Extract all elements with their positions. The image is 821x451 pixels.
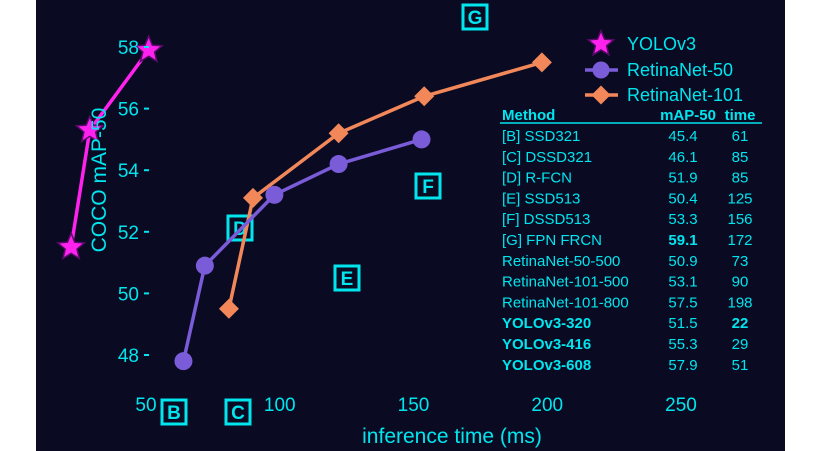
table-cell-time: 51	[732, 357, 749, 374]
table-cell-method: [F] DSSD513	[502, 211, 590, 228]
x-tick-label: 250	[665, 395, 697, 416]
table-cell-map: 51.9	[668, 170, 697, 187]
method-box-letter: E	[341, 269, 354, 290]
method-box-letter: F	[422, 177, 434, 198]
table-cell-map: 57.5	[668, 294, 697, 311]
series-point-retinanet-50	[265, 185, 284, 204]
table-cell-map: 53.1	[668, 274, 697, 291]
table-cell-time: 29	[732, 336, 749, 353]
method-box-letter: B	[167, 403, 181, 424]
method-box-letter: G	[468, 8, 483, 29]
series-point-retinanet-101	[243, 187, 263, 208]
chart-background	[36, 0, 785, 451]
legend-entry-yolov3: YOLOv3	[627, 34, 696, 54]
y-tick-label: 54	[118, 161, 140, 182]
table-cell-time: 85	[732, 149, 749, 166]
x-tick-label: 150	[398, 395, 430, 416]
series-point-retinanet-50	[329, 155, 348, 174]
series-line-retinanet-50	[181, 137, 423, 362]
series-point-yolov3	[55, 231, 87, 261]
x-tick-label: 50	[135, 395, 156, 416]
table-cell-map: 50.9	[668, 253, 697, 270]
table-cell-method: RetinaNet-50-500	[502, 253, 620, 270]
table-cell-map: 51.5	[668, 315, 697, 332]
method-box-g	[461, 3, 489, 31]
table-cell-map: 57.9	[668, 357, 697, 374]
table-header-map-50: mAP-50	[660, 107, 716, 124]
table-header-time: time	[725, 107, 756, 124]
legend-marker-retinanet-101	[591, 85, 611, 105]
table-cell-map: 46.1	[668, 149, 697, 166]
table-cell-map: 53.3	[668, 211, 697, 228]
series-point-yolov3	[133, 34, 164, 64]
x-axis-label: inference time (ms)	[362, 425, 542, 448]
table-cell-method: YOLOv3-608	[502, 357, 591, 374]
series-point-yolov3	[74, 114, 105, 144]
table-cell-map: 45.4	[668, 128, 697, 145]
method-box-c	[224, 398, 252, 426]
table-cell-time: 22	[732, 315, 749, 332]
method-box-b	[160, 398, 188, 426]
table-cell-time: 198	[727, 294, 752, 311]
x-tick-label: 200	[531, 395, 563, 416]
table-cell-time: 73	[732, 253, 749, 270]
y-axis-label: COCO mAP-50	[88, 108, 111, 253]
table-cell-method: [E] SSD513	[502, 190, 580, 207]
series-point-retinanet-101	[218, 298, 239, 319]
table-cell-map: 50.4	[668, 190, 697, 207]
legend-marker-retinanet-50	[592, 61, 610, 79]
x-tick-label: 100	[264, 395, 296, 416]
series-point-retinanet-101	[531, 52, 552, 73]
series-point-retinanet-50	[195, 256, 214, 275]
method-box-d	[226, 214, 254, 242]
table-cell-method: RetinaNet-101-500	[502, 274, 629, 291]
y-tick-label: 52	[118, 223, 139, 244]
y-tick-label: 50	[118, 284, 139, 305]
table-cell-time: 125	[727, 190, 752, 207]
series-point-retinanet-50	[174, 352, 193, 371]
table-cell-method: [B] SSD321	[502, 128, 580, 145]
table-cell-method: RetinaNet-101-800	[502, 294, 629, 311]
y-tick-label: 58	[118, 38, 139, 59]
table-cell-time: 85	[732, 170, 749, 187]
legend-entry-retinanet-101: RetinaNet-101	[627, 85, 743, 105]
series-point-retinanet-50	[412, 130, 431, 149]
table-cell-map: 55.3	[668, 336, 697, 353]
table-cell-method: YOLOv3-320	[502, 315, 591, 332]
y-tick-label: 48	[118, 346, 139, 367]
series-point-retinanet-101	[328, 123, 349, 144]
table-cell-time: 90	[732, 274, 749, 291]
table-cell-map: 59.1	[668, 232, 697, 249]
method-box-letter: C	[231, 403, 245, 424]
table-cell-method: [C] DSSD321	[502, 149, 592, 166]
method-box-f	[414, 172, 442, 200]
legend-entry-retinanet-50: RetinaNet-50	[627, 60, 733, 80]
table-cell-time: 156	[727, 211, 752, 228]
table-cell-time: 61	[732, 128, 749, 145]
table-cell-method: YOLOv3-416	[502, 336, 591, 353]
y-tick-label: 56	[118, 100, 139, 121]
table-cell-method: [G] FPN FRCN	[502, 232, 602, 249]
series-line-retinanet-101	[227, 60, 543, 310]
series-point-retinanet-101	[414, 86, 435, 107]
method-box-e	[333, 264, 361, 292]
table-cell-method: [D] R-FCN	[502, 170, 572, 187]
legend-marker-yolov3	[586, 28, 616, 57]
table-cell-time: 172	[727, 232, 752, 249]
table-header-method: Method	[502, 107, 555, 124]
